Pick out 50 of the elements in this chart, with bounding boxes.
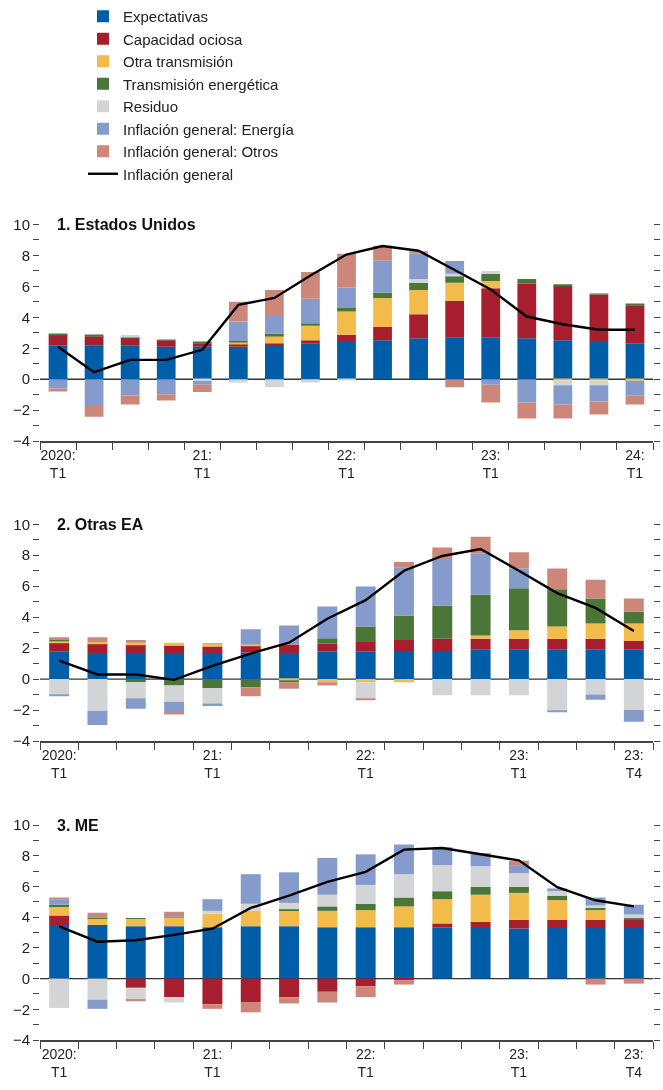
legend-label: Capacidad ociosa	[122, 30, 243, 48]
y-tick-label: 6	[21, 277, 30, 295]
y-tick-label: 10	[13, 515, 30, 533]
x-tick-label: 2020: T1	[40, 446, 76, 481]
legend-label: Residuo	[122, 98, 179, 116]
x-tick-label: 22: T1	[355, 746, 376, 781]
chart-title: 2. Otras EA	[57, 516, 144, 533]
legend-label: Expectativas	[122, 8, 209, 26]
legend-label: Inflación general: Otros	[122, 143, 279, 161]
y-tick-label: 4	[21, 308, 30, 326]
y-tick-label: −2	[12, 401, 30, 419]
legend-label: Inflación general: Energía	[122, 120, 295, 138]
chart-title: 3. ME	[57, 817, 100, 834]
x-tick-label: 23: T4	[624, 1045, 644, 1080]
y-tick-label: 8	[21, 246, 30, 264]
y-tick-label: 0	[21, 969, 30, 987]
y-tick-label: 2	[21, 339, 30, 357]
x-tick-label: 21: T1	[192, 446, 212, 481]
x-tick-label: 23: T1	[509, 1045, 529, 1080]
x-tick-label: 2020: T1	[41, 746, 77, 781]
legend-label: Otra transmisión	[122, 53, 234, 71]
x-tick-label: 24: T1	[625, 446, 645, 481]
x-tick-label: 23: T4	[624, 746, 644, 781]
y-tick-label: 2	[21, 639, 30, 657]
x-tick-label: 23: T1	[509, 746, 529, 781]
y-tick-label: 2	[21, 939, 30, 957]
y-tick-label: 6	[21, 877, 30, 895]
chart-title: 1. Estados Unidos	[57, 216, 196, 233]
x-tick-label: 23: T1	[481, 446, 501, 481]
y-tick-label: 8	[21, 546, 30, 564]
x-tick-label: 21: T1	[202, 746, 223, 781]
legend-label: Transmisión energética	[122, 75, 279, 93]
y-tick-label: −4	[12, 1031, 30, 1049]
y-tick-label: 0	[21, 370, 30, 388]
legend-label: Inflación general	[122, 165, 234, 183]
x-tick-label: 22: T1	[336, 446, 357, 481]
y-tick-label: −2	[12, 701, 30, 719]
y-tick-label: 10	[13, 816, 30, 834]
y-tick-label: −4	[12, 432, 30, 450]
y-tick-label: 4	[21, 608, 30, 626]
y-tick-label: 10	[13, 215, 30, 233]
y-tick-label: 8	[21, 846, 30, 864]
y-tick-label: 6	[21, 577, 30, 595]
x-tick-label: 21: T1	[202, 1045, 223, 1080]
y-tick-label: −2	[12, 1000, 30, 1018]
y-tick-label: 4	[21, 908, 30, 926]
y-tick-label: −4	[12, 732, 30, 750]
y-tick-label: 0	[21, 670, 30, 688]
x-tick-label: 22: T1	[355, 1045, 376, 1080]
x-tick-label: 2020: T1	[41, 1045, 77, 1080]
